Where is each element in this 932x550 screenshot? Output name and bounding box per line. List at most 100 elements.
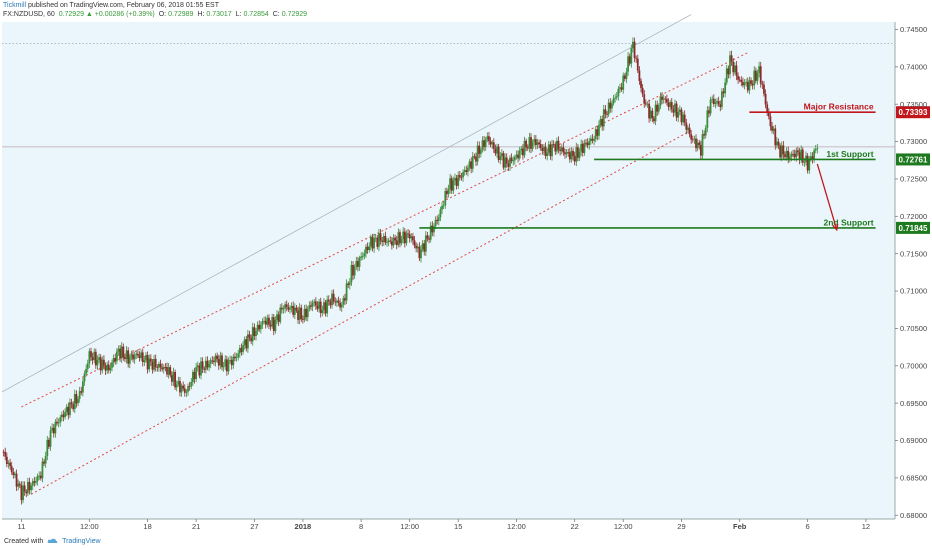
candle-body bbox=[708, 110, 710, 114]
chart-header: Tickmill published on TradingView.com, F… bbox=[3, 1, 309, 19]
candle-body bbox=[648, 103, 651, 119]
candle-body bbox=[308, 305, 311, 309]
candle-body bbox=[48, 439, 50, 447]
candle-body bbox=[632, 41, 634, 49]
candle-body bbox=[719, 104, 722, 107]
candle-body bbox=[203, 368, 206, 370]
candle-body bbox=[227, 360, 230, 372]
y-tick-label: 0.71500 bbox=[900, 249, 927, 258]
candle-body bbox=[350, 265, 353, 283]
candle-body bbox=[52, 427, 55, 434]
candle-body bbox=[300, 307, 303, 320]
ohlc-line: FX:NZDUSD, 60 0.72929 ▲ +0.00286 (+0.39%… bbox=[3, 10, 309, 19]
candle-body bbox=[185, 391, 188, 393]
candle-body bbox=[687, 127, 689, 130]
y-tick-label: 0.74500 bbox=[900, 25, 927, 34]
candle-body bbox=[534, 139, 537, 146]
candle-body bbox=[135, 353, 138, 356]
candle-body bbox=[767, 111, 770, 117]
candle-body bbox=[554, 144, 557, 152]
candle-body bbox=[549, 144, 552, 157]
candle-body bbox=[520, 148, 523, 151]
candle-body bbox=[54, 421, 57, 434]
candle-body bbox=[475, 156, 477, 162]
candle-body bbox=[167, 367, 170, 375]
candle-body bbox=[745, 81, 748, 83]
candle-body bbox=[295, 307, 298, 311]
candle-body bbox=[412, 236, 414, 241]
y-tick-label: 0.73500 bbox=[900, 100, 927, 109]
candle-body bbox=[347, 283, 350, 285]
candle-body bbox=[216, 355, 219, 360]
candle-body bbox=[764, 93, 767, 105]
candle-body bbox=[146, 355, 149, 370]
candle-body bbox=[151, 361, 154, 370]
candle-body bbox=[649, 110, 652, 119]
candle-body bbox=[15, 473, 18, 487]
candle-body bbox=[470, 161, 473, 169]
candle-body bbox=[733, 65, 736, 73]
price-axis[interactable]: 0.74500 0.74000 0.73500 0.73000 0.72500 0.720… bbox=[895, 25, 927, 520]
candle-body bbox=[489, 141, 492, 145]
candle-body bbox=[12, 472, 15, 476]
candle-body bbox=[690, 134, 693, 140]
candle-body bbox=[376, 237, 379, 247]
candle-body bbox=[164, 366, 167, 368]
candle-body bbox=[246, 334, 249, 349]
candle-body bbox=[627, 56, 629, 72]
candle-body bbox=[578, 151, 581, 158]
x-tick-label: 29 bbox=[677, 522, 685, 531]
candle-body bbox=[711, 98, 714, 100]
candle-body bbox=[381, 240, 384, 243]
candle-body bbox=[439, 209, 442, 218]
candle-body bbox=[371, 236, 374, 249]
candle-layer bbox=[2, 37, 819, 505]
candle-body bbox=[721, 91, 723, 107]
publisher-link[interactable]: Tickmill bbox=[3, 2, 27, 9]
candle-body bbox=[504, 157, 507, 168]
candle-body bbox=[780, 145, 783, 158]
candle-body bbox=[444, 191, 447, 206]
candle-body bbox=[468, 161, 471, 168]
y-tick-label: 0.73000 bbox=[900, 137, 927, 146]
candle-body bbox=[232, 356, 235, 366]
candle-body bbox=[610, 103, 613, 109]
candle-body bbox=[701, 134, 704, 156]
candle-body bbox=[224, 359, 227, 367]
candle-body bbox=[756, 73, 759, 81]
candle-body bbox=[289, 308, 291, 310]
time-axis[interactable]: 11 12:00 18 21 27 2018 8 12:00 15 12:00 22 12:00 29 F… bbox=[18, 519, 871, 531]
candle-body bbox=[20, 485, 23, 501]
candle-body bbox=[771, 126, 773, 131]
candle-body bbox=[213, 360, 215, 363]
candle-body bbox=[531, 142, 534, 149]
candle-body bbox=[382, 236, 385, 243]
candle-body bbox=[691, 139, 694, 141]
candle-body bbox=[310, 305, 312, 307]
candle-body bbox=[644, 103, 647, 105]
tradingview-link[interactable]: TradingView bbox=[62, 538, 101, 545]
candle-body bbox=[420, 249, 422, 259]
candle-body bbox=[612, 98, 615, 104]
close-label: C: bbox=[272, 11, 280, 18]
candle-body bbox=[625, 71, 628, 79]
candle-body bbox=[318, 301, 320, 309]
candle-body bbox=[103, 359, 105, 366]
candle-body bbox=[35, 481, 37, 483]
candle-body bbox=[607, 102, 610, 115]
candle-body bbox=[339, 302, 342, 308]
symbol-label[interactable]: FX:NZDUSD, 60 bbox=[3, 11, 55, 18]
candle-body bbox=[390, 241, 393, 246]
candle-body bbox=[766, 104, 769, 112]
candle-body bbox=[743, 82, 746, 86]
projection-arrow-head bbox=[832, 223, 839, 232]
candle-body bbox=[643, 94, 646, 104]
candle-body bbox=[442, 205, 445, 207]
candle-body bbox=[421, 243, 424, 250]
candle-body bbox=[454, 178, 456, 181]
created-with-label: Created with bbox=[4, 538, 44, 545]
candle-body bbox=[263, 320, 265, 322]
candle-body bbox=[392, 237, 395, 246]
candle-body bbox=[277, 314, 280, 322]
